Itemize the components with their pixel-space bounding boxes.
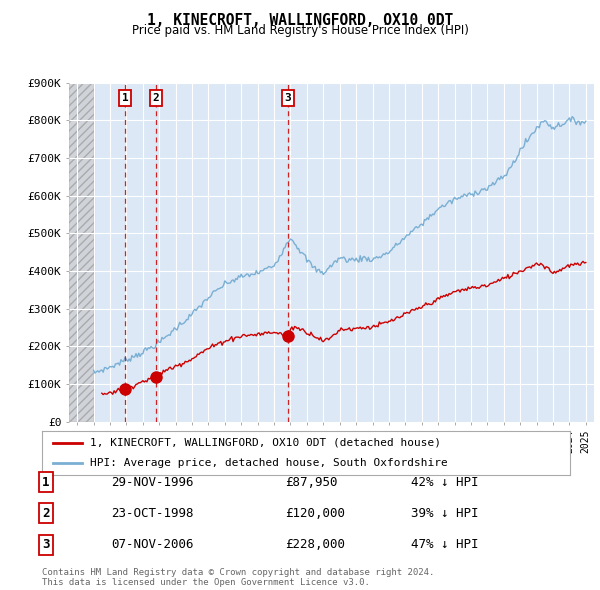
Text: Contains HM Land Registry data © Crown copyright and database right 2024.
This d: Contains HM Land Registry data © Crown c… — [42, 568, 434, 587]
Text: 3: 3 — [42, 538, 50, 551]
Text: Price paid vs. HM Land Registry's House Price Index (HPI): Price paid vs. HM Land Registry's House … — [131, 24, 469, 37]
Text: 2: 2 — [153, 93, 160, 103]
Bar — [69, 83, 94, 422]
Text: 42% ↓ HPI: 42% ↓ HPI — [411, 476, 479, 489]
Text: 39% ↓ HPI: 39% ↓ HPI — [411, 507, 479, 520]
Text: 23-OCT-1998: 23-OCT-1998 — [111, 507, 193, 520]
Text: 1, KINECROFT, WALLINGFORD, OX10 0DT (detached house): 1, KINECROFT, WALLINGFORD, OX10 0DT (det… — [89, 438, 440, 448]
Text: 3: 3 — [284, 93, 292, 103]
Text: HPI: Average price, detached house, South Oxfordshire: HPI: Average price, detached house, Sout… — [89, 458, 447, 468]
Text: 07-NOV-2006: 07-NOV-2006 — [111, 538, 193, 551]
Text: 29-NOV-1996: 29-NOV-1996 — [111, 476, 193, 489]
Text: 1: 1 — [122, 93, 128, 103]
Text: 1, KINECROFT, WALLINGFORD, OX10 0DT: 1, KINECROFT, WALLINGFORD, OX10 0DT — [147, 13, 453, 28]
Text: £228,000: £228,000 — [285, 538, 345, 551]
Text: £120,000: £120,000 — [285, 507, 345, 520]
Text: 2: 2 — [42, 507, 50, 520]
Text: £87,950: £87,950 — [285, 476, 337, 489]
Bar — [69, 83, 94, 422]
Text: 1: 1 — [42, 476, 50, 489]
Text: 47% ↓ HPI: 47% ↓ HPI — [411, 538, 479, 551]
